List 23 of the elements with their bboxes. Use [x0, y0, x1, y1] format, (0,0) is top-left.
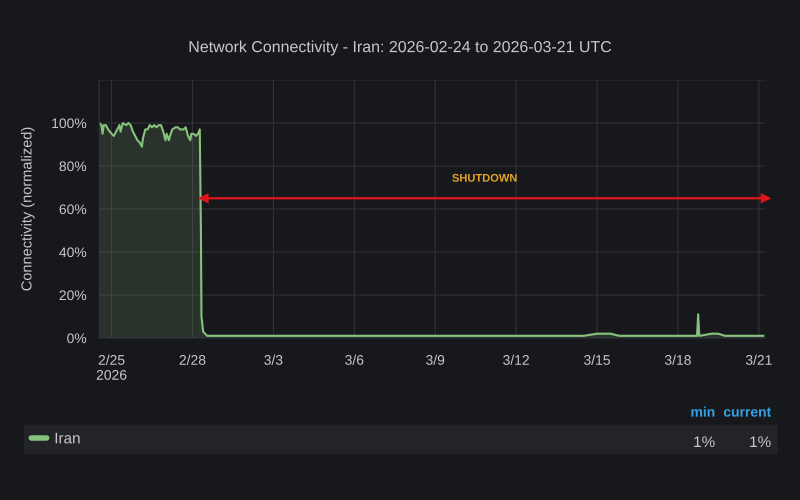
- legend-label: Iran: [56, 432, 80, 444]
- y-tick-label: 20%: [60, 290, 86, 300]
- text: min: [691, 406, 714, 417]
- x-tick-label: 3/6: [345, 354, 364, 365]
- x-tick-label: 2/25 2026: [96, 354, 126, 380]
- y-tick-label: 40%: [59, 247, 86, 258]
- y-tick-label: 80%: [60, 161, 86, 172]
- x-tick-label: 3/3: [264, 354, 282, 365]
- y-axis-title: Connectivity (normalized): [20, 128, 35, 291]
- y-tick-label: 100%: [52, 118, 86, 128]
- text: 1%: [750, 436, 771, 448]
- x-tick-label: 2/28: [180, 354, 206, 365]
- text: 1%: [694, 436, 715, 448]
- x-tick-label: 3/18: [664, 354, 691, 365]
- x-tick-label: 3/9: [426, 354, 444, 365]
- y-tick-label: 60%: [60, 204, 86, 214]
- y-tick-label: 0%: [67, 333, 86, 344]
- text: current: [724, 408, 772, 417]
- series-label: SHUTDOWN: [452, 174, 517, 182]
- x-tick-label: 3/21: [746, 354, 772, 365]
- chart-title: Network Connectivity - Iran: 2026-02-24 to 2026-03-21 UTC: [190, 40, 612, 56]
- x-tick-label: 3/12: [503, 354, 529, 365]
- x-tick-label: 3/15: [584, 354, 610, 365]
